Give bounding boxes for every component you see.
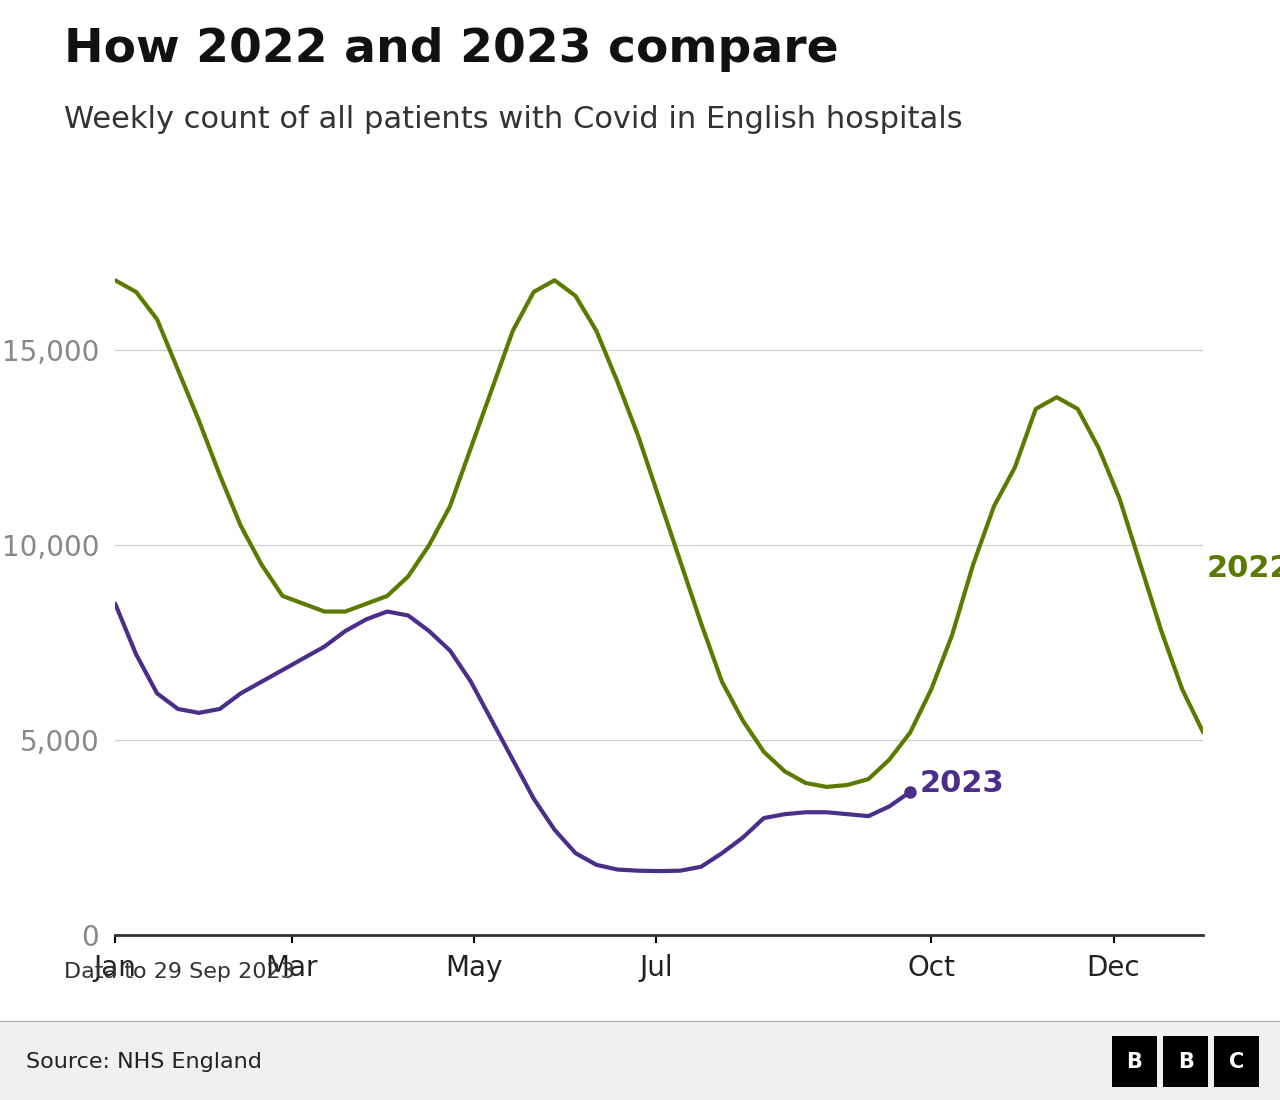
Text: B: B (1126, 1052, 1142, 1071)
Text: 2023: 2023 (919, 769, 1004, 798)
FancyBboxPatch shape (1112, 1036, 1157, 1087)
Text: B: B (1178, 1052, 1193, 1071)
Text: Weekly count of all patients with Covid in English hospitals: Weekly count of all patients with Covid … (64, 104, 963, 133)
Text: How 2022 and 2023 compare: How 2022 and 2023 compare (64, 28, 838, 73)
Text: Source: NHS England: Source: NHS England (26, 1052, 261, 1071)
Text: Data to 29 Sep 2023: Data to 29 Sep 2023 (64, 962, 294, 982)
FancyBboxPatch shape (1164, 1036, 1208, 1087)
Text: C: C (1229, 1052, 1244, 1071)
FancyBboxPatch shape (1215, 1036, 1260, 1087)
Text: 2022: 2022 (1206, 554, 1280, 583)
